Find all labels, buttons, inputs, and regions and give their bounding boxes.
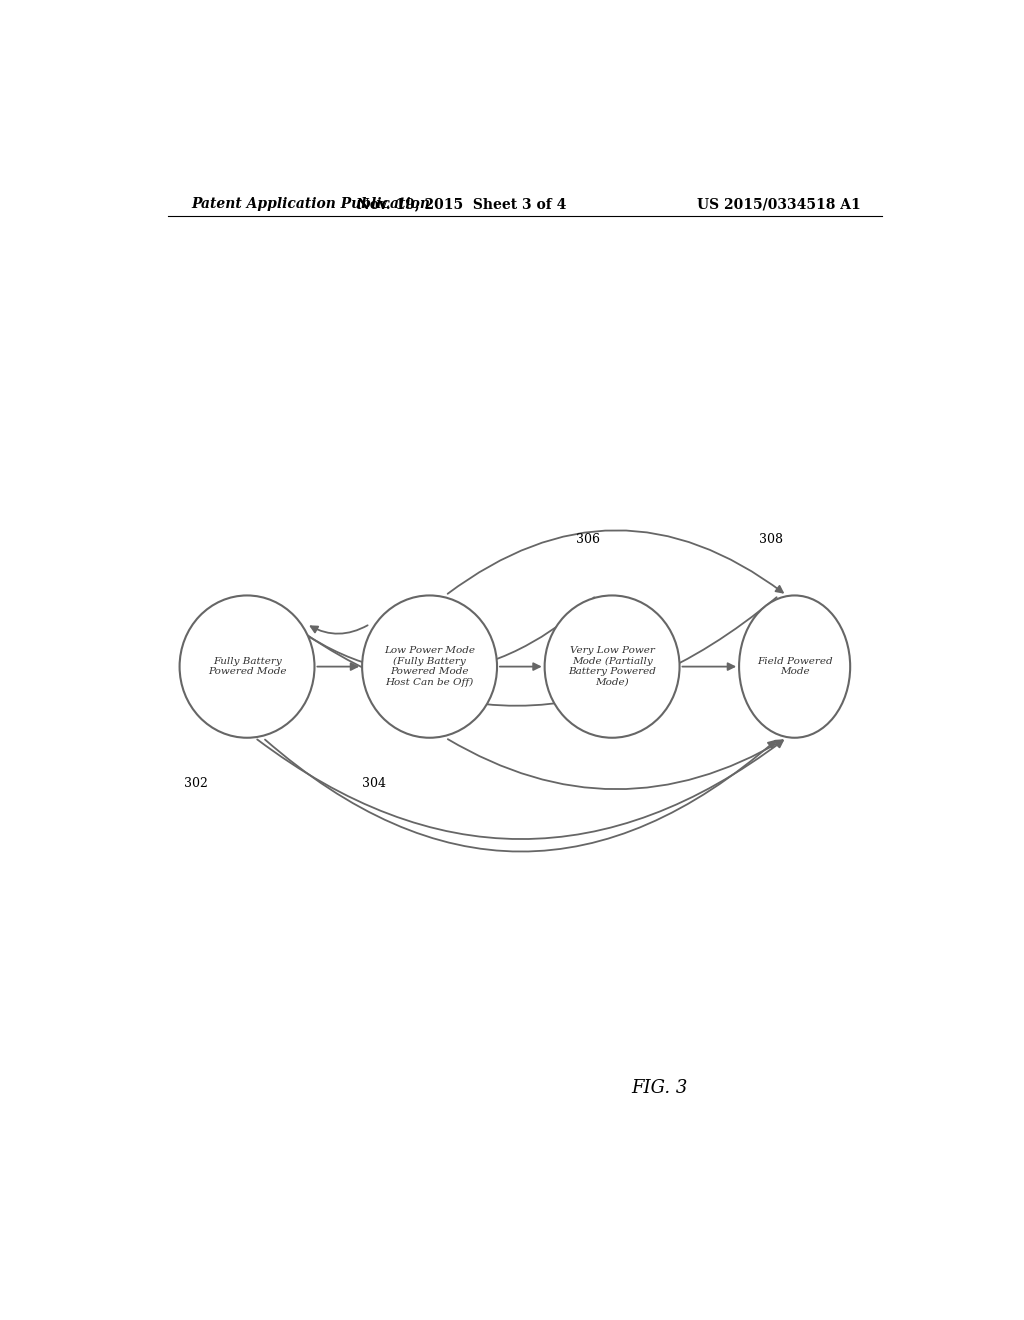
Text: Patent Application Publication: Patent Application Publication	[191, 197, 430, 211]
Ellipse shape	[545, 595, 680, 738]
Text: 306: 306	[577, 533, 600, 546]
Text: US 2015/0334518 A1: US 2015/0334518 A1	[697, 197, 860, 211]
Text: Very Low Power
Mode (Partially
Battery Powered
Mode): Very Low Power Mode (Partially Battery P…	[568, 647, 656, 686]
Text: Nov. 19, 2015  Sheet 3 of 4: Nov. 19, 2015 Sheet 3 of 4	[356, 197, 566, 211]
Text: 302: 302	[183, 777, 208, 789]
Text: 304: 304	[362, 777, 386, 789]
Text: Field Powered
Mode: Field Powered Mode	[757, 657, 833, 676]
Text: Low Power Mode
(Fully Battery
Powered Mode
Host Can be Off): Low Power Mode (Fully Battery Powered Mo…	[384, 647, 475, 686]
Text: Fully Battery
Powered Mode: Fully Battery Powered Mode	[208, 657, 287, 676]
Ellipse shape	[179, 595, 314, 738]
Ellipse shape	[362, 595, 497, 738]
Text: 308: 308	[759, 533, 782, 546]
Ellipse shape	[739, 595, 850, 738]
Text: FIG. 3: FIG. 3	[632, 1080, 688, 1097]
